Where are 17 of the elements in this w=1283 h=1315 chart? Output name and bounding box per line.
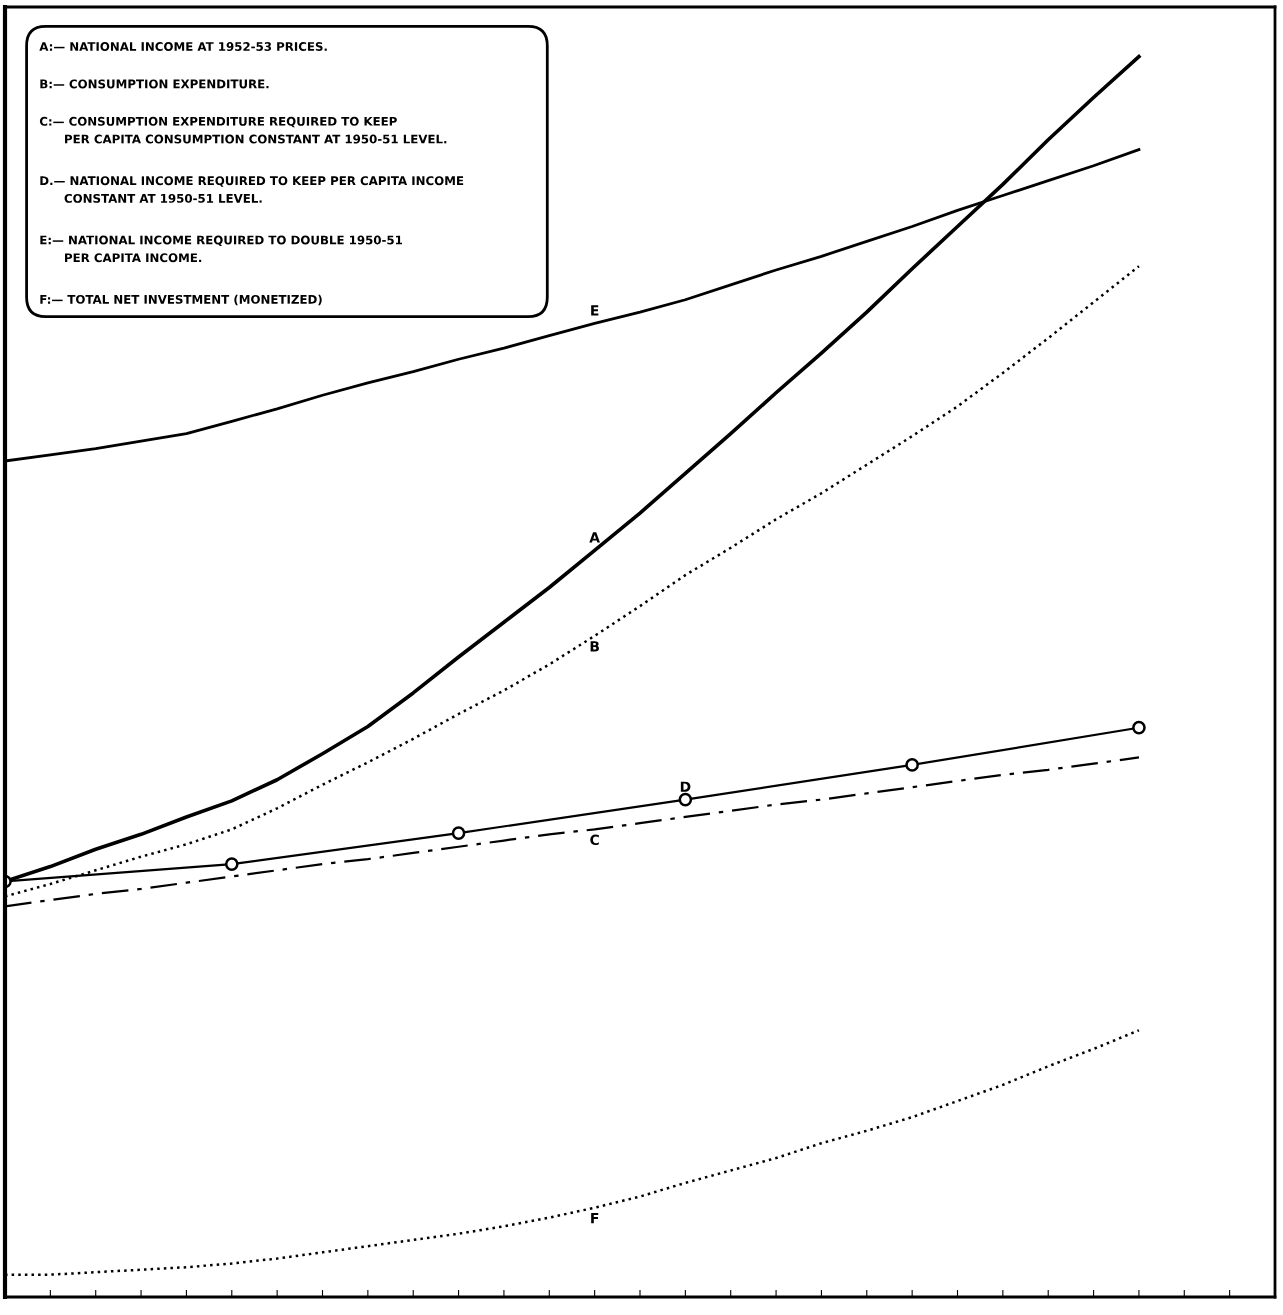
text: A:— NATIONAL INCOME AT 1952-53 PRICES. xyxy=(39,42,327,51)
series-label: F xyxy=(591,1213,599,1224)
annotation: C:— CONSUMPTION EXPENDITURE REQUIRED TO KEEP PER CAPITA CONSUMPTION CONSTANT AT 1950-51 LEVEL. xyxy=(39,116,447,144)
series-label: B xyxy=(590,641,599,652)
annotation: E:— NATIONAL INCOME REQUIRED TO DOUBLE 1950-51 PER CAPITA INCOME. xyxy=(40,235,403,263)
annotation: D.— NATIONAL INCOME REQUIRED TO KEEP PER CAPITA INCOME CONSTANT AT 1950-51 LEVEL. xyxy=(40,176,464,203)
point xyxy=(678,792,693,807)
point xyxy=(905,758,919,772)
annotation: F:— TOTAL NET INVESTMENT (MONETIZED) xyxy=(40,294,322,306)
annotation: B:— CONSUMPTION EXPENDITURE. xyxy=(40,79,269,89)
point xyxy=(1132,720,1146,735)
series-label: D xyxy=(680,781,691,792)
series-label: C xyxy=(590,834,599,846)
series-label: A xyxy=(589,532,600,543)
series-label: E xyxy=(591,305,599,316)
point xyxy=(451,826,466,840)
point xyxy=(224,857,239,871)
